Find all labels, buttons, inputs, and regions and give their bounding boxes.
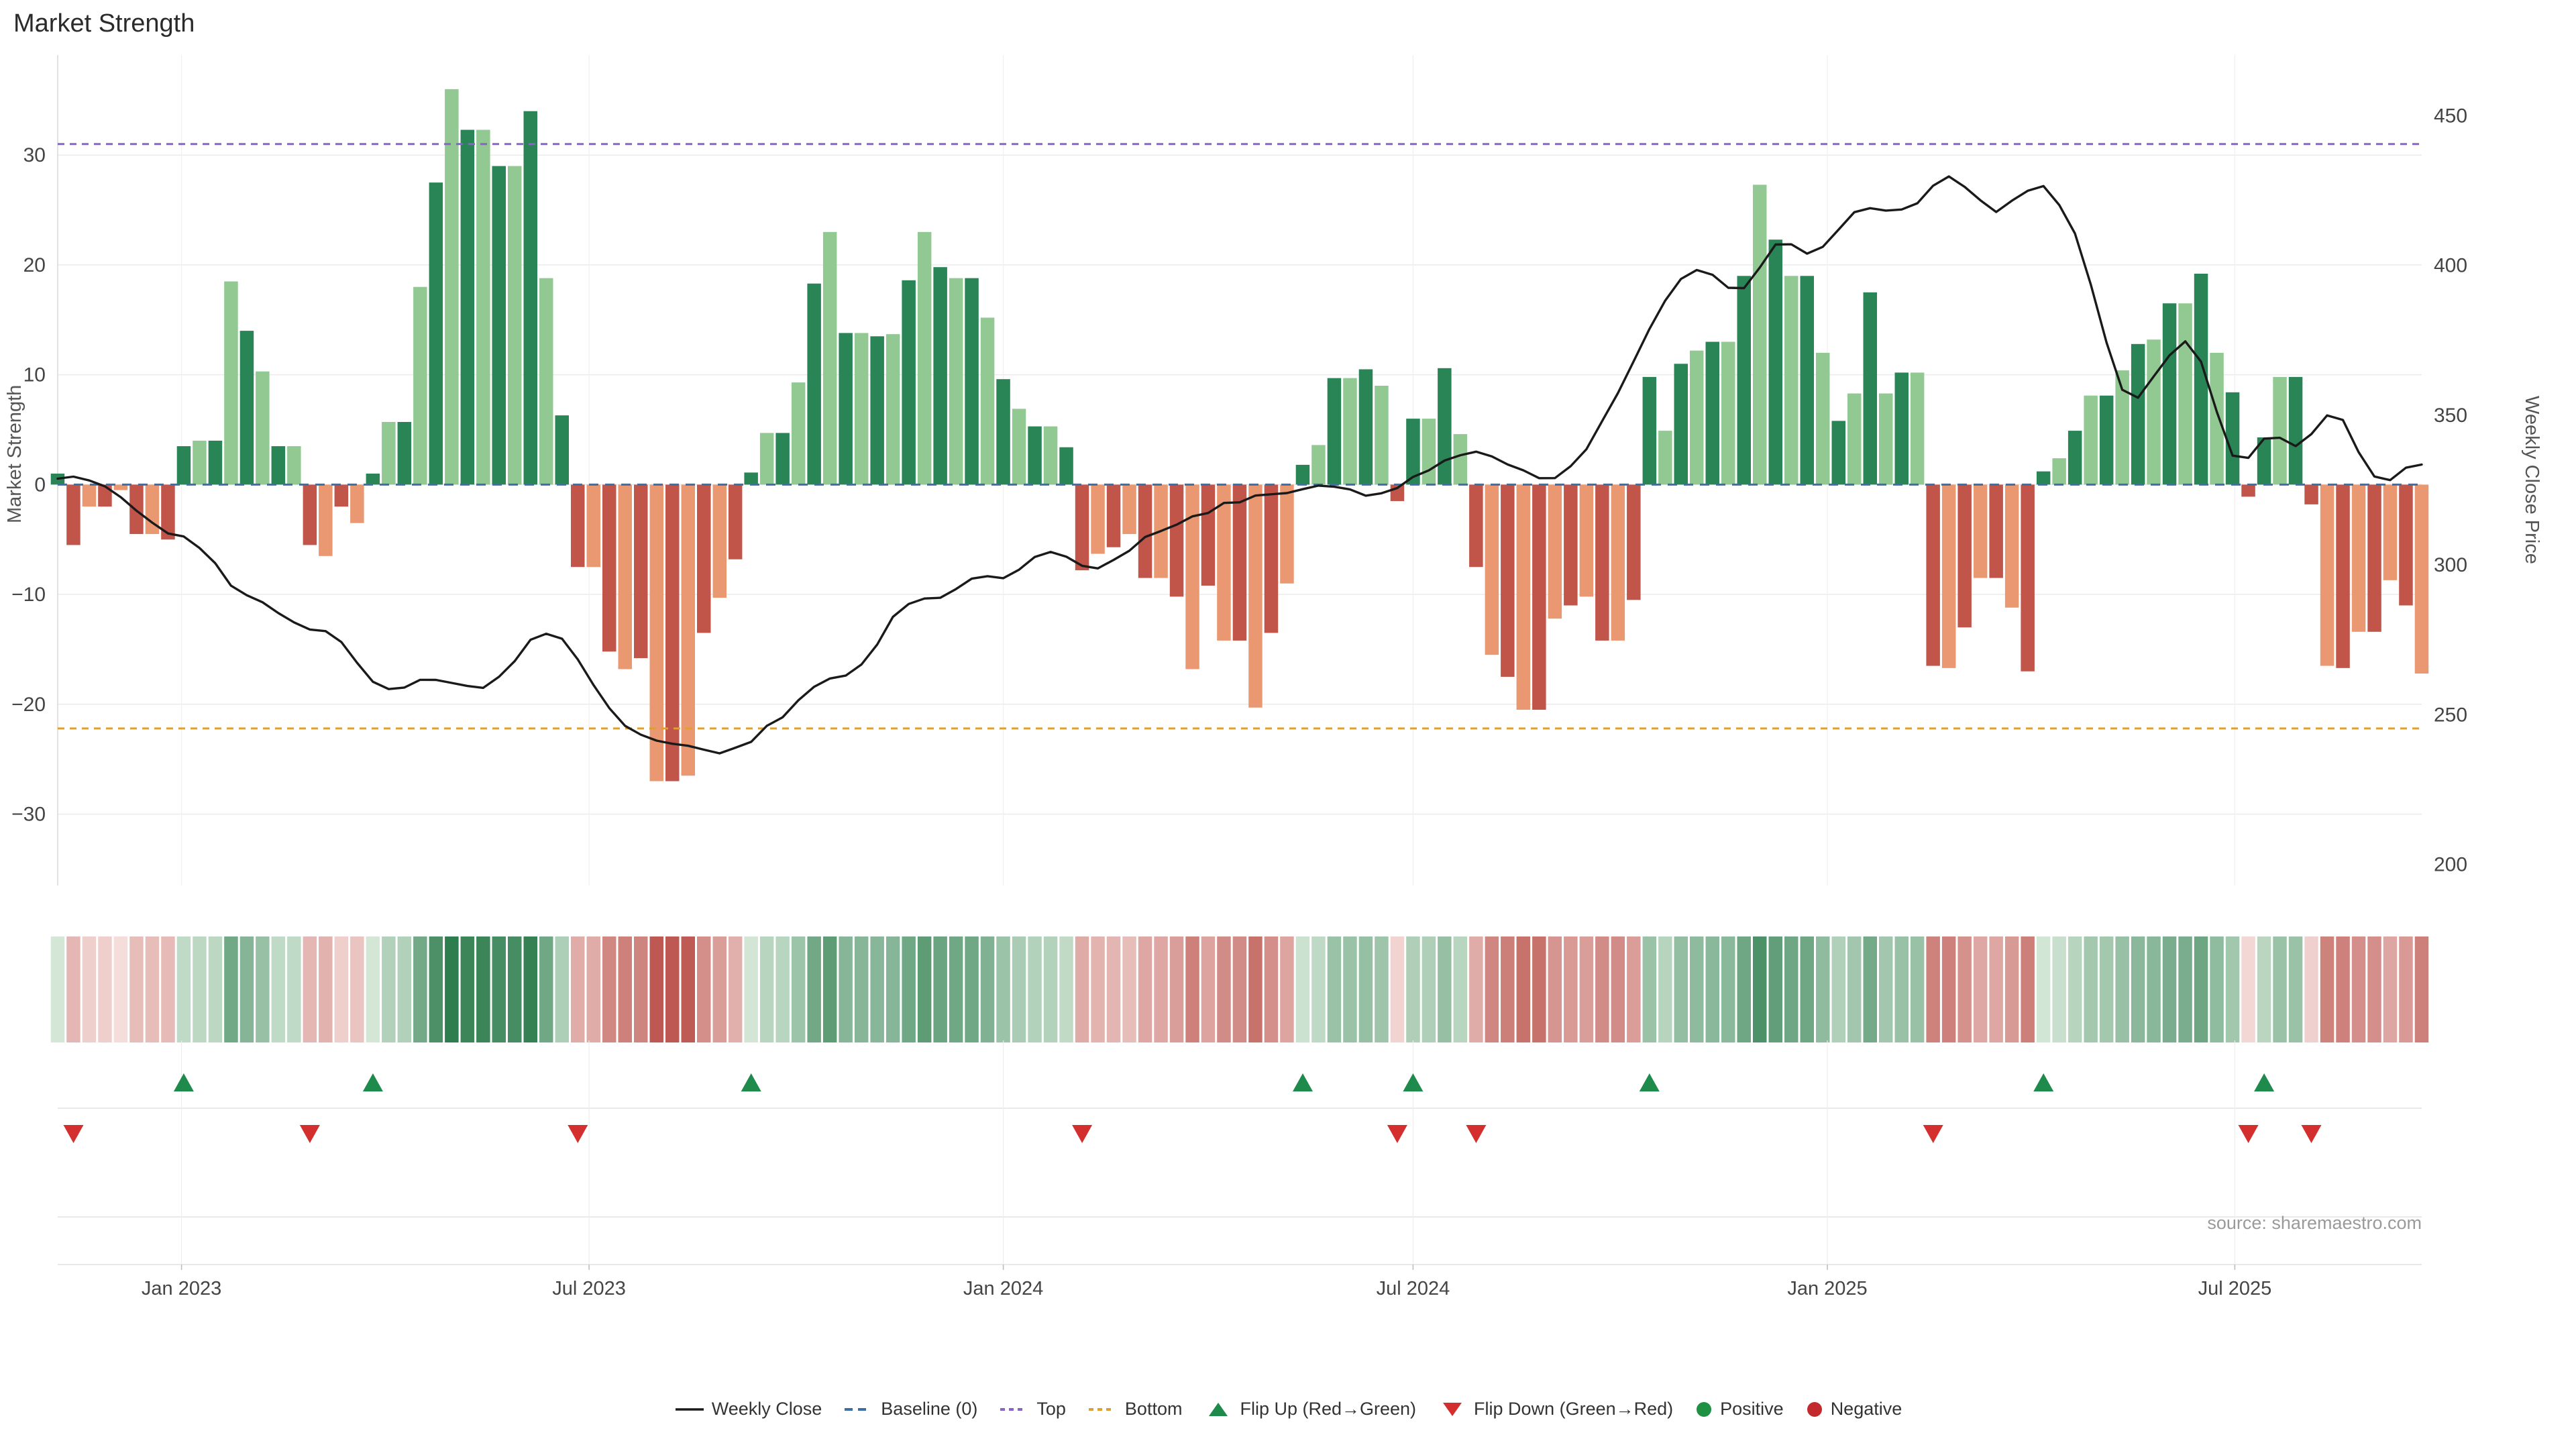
- svg-text:Jan 2025: Jan 2025: [1787, 1278, 1867, 1299]
- svg-text:20: 20: [23, 254, 46, 276]
- svg-text:−10: −10: [11, 584, 46, 606]
- svg-text:400: 400: [2434, 255, 2467, 277]
- svg-text:300: 300: [2434, 554, 2467, 576]
- svg-text:250: 250: [2434, 704, 2467, 727]
- svg-text:200: 200: [2434, 854, 2467, 876]
- svg-text:10: 10: [23, 364, 46, 386]
- svg-text:−20: −20: [11, 694, 46, 716]
- svg-text:Jul 2023: Jul 2023: [552, 1278, 626, 1299]
- svg-text:450: 450: [2434, 105, 2467, 127]
- svg-text:Jul 2025: Jul 2025: [2198, 1278, 2272, 1299]
- svg-text:Jul 2024: Jul 2024: [1377, 1278, 1450, 1299]
- svg-text:350: 350: [2434, 405, 2467, 427]
- svg-text:Jan 2024: Jan 2024: [963, 1278, 1043, 1299]
- svg-text:source: sharemaestro.com: source: sharemaestro.com: [2207, 1213, 2422, 1233]
- svg-text:30: 30: [23, 144, 46, 166]
- svg-text:−30: −30: [11, 804, 46, 826]
- svg-text:Jan 2023: Jan 2023: [142, 1278, 221, 1299]
- svg-text:0: 0: [34, 474, 46, 496]
